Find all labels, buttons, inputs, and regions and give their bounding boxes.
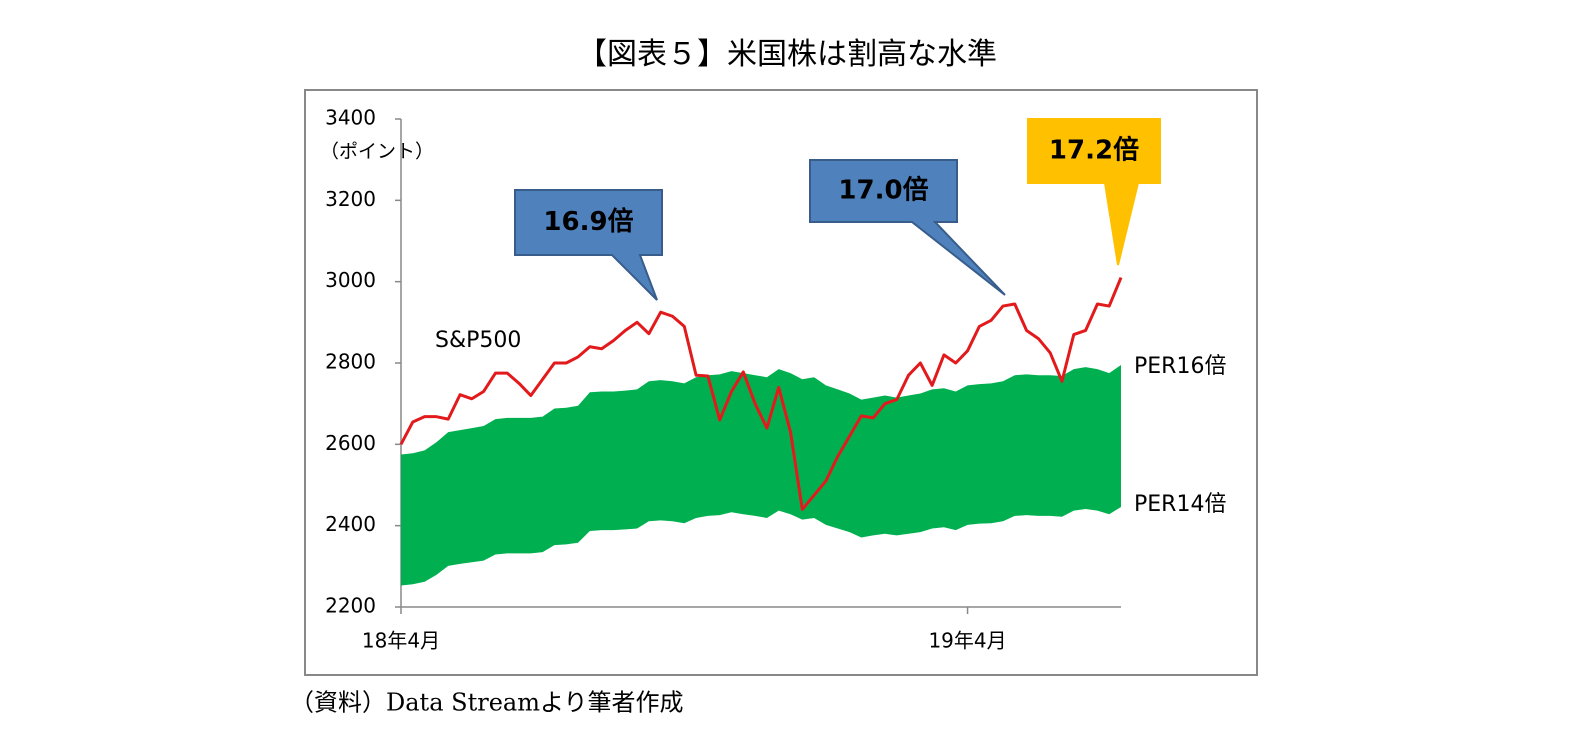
series-label: PER14倍	[1134, 492, 1226, 517]
y-axis-label: （ポイント）	[320, 141, 434, 163]
y-tick-label: 2800	[325, 350, 376, 374]
y-tick-label: 3400	[325, 106, 376, 130]
callout	[809, 159, 1006, 296]
series-label: S&P500	[435, 328, 521, 353]
source-note: （資料）Data Streamより筆者作成	[290, 689, 683, 717]
y-tick-label: 2400	[325, 512, 376, 536]
callout-label: 17.0倍	[838, 175, 928, 206]
y-tick-label: 3200	[325, 187, 376, 211]
y-tick-label: 2600	[325, 431, 376, 455]
y-tick-label: 2200	[325, 594, 376, 618]
callout-label: 17.2倍	[1049, 135, 1139, 166]
x-tick-label: 18年4月	[362, 629, 440, 653]
series-label: PER16倍	[1134, 354, 1226, 379]
sp500-line	[399, 277, 1123, 511]
callout-label: 16.9倍	[543, 206, 633, 237]
chart-title: 【図表５】米国株は割高な水準	[577, 37, 997, 72]
x-tick-label: 19年4月	[928, 629, 1006, 653]
plot-frame	[304, 89, 1258, 676]
callout	[1027, 118, 1161, 266]
per-band	[401, 365, 1121, 586]
y-tick-label: 3000	[325, 268, 376, 292]
callout	[514, 189, 663, 301]
